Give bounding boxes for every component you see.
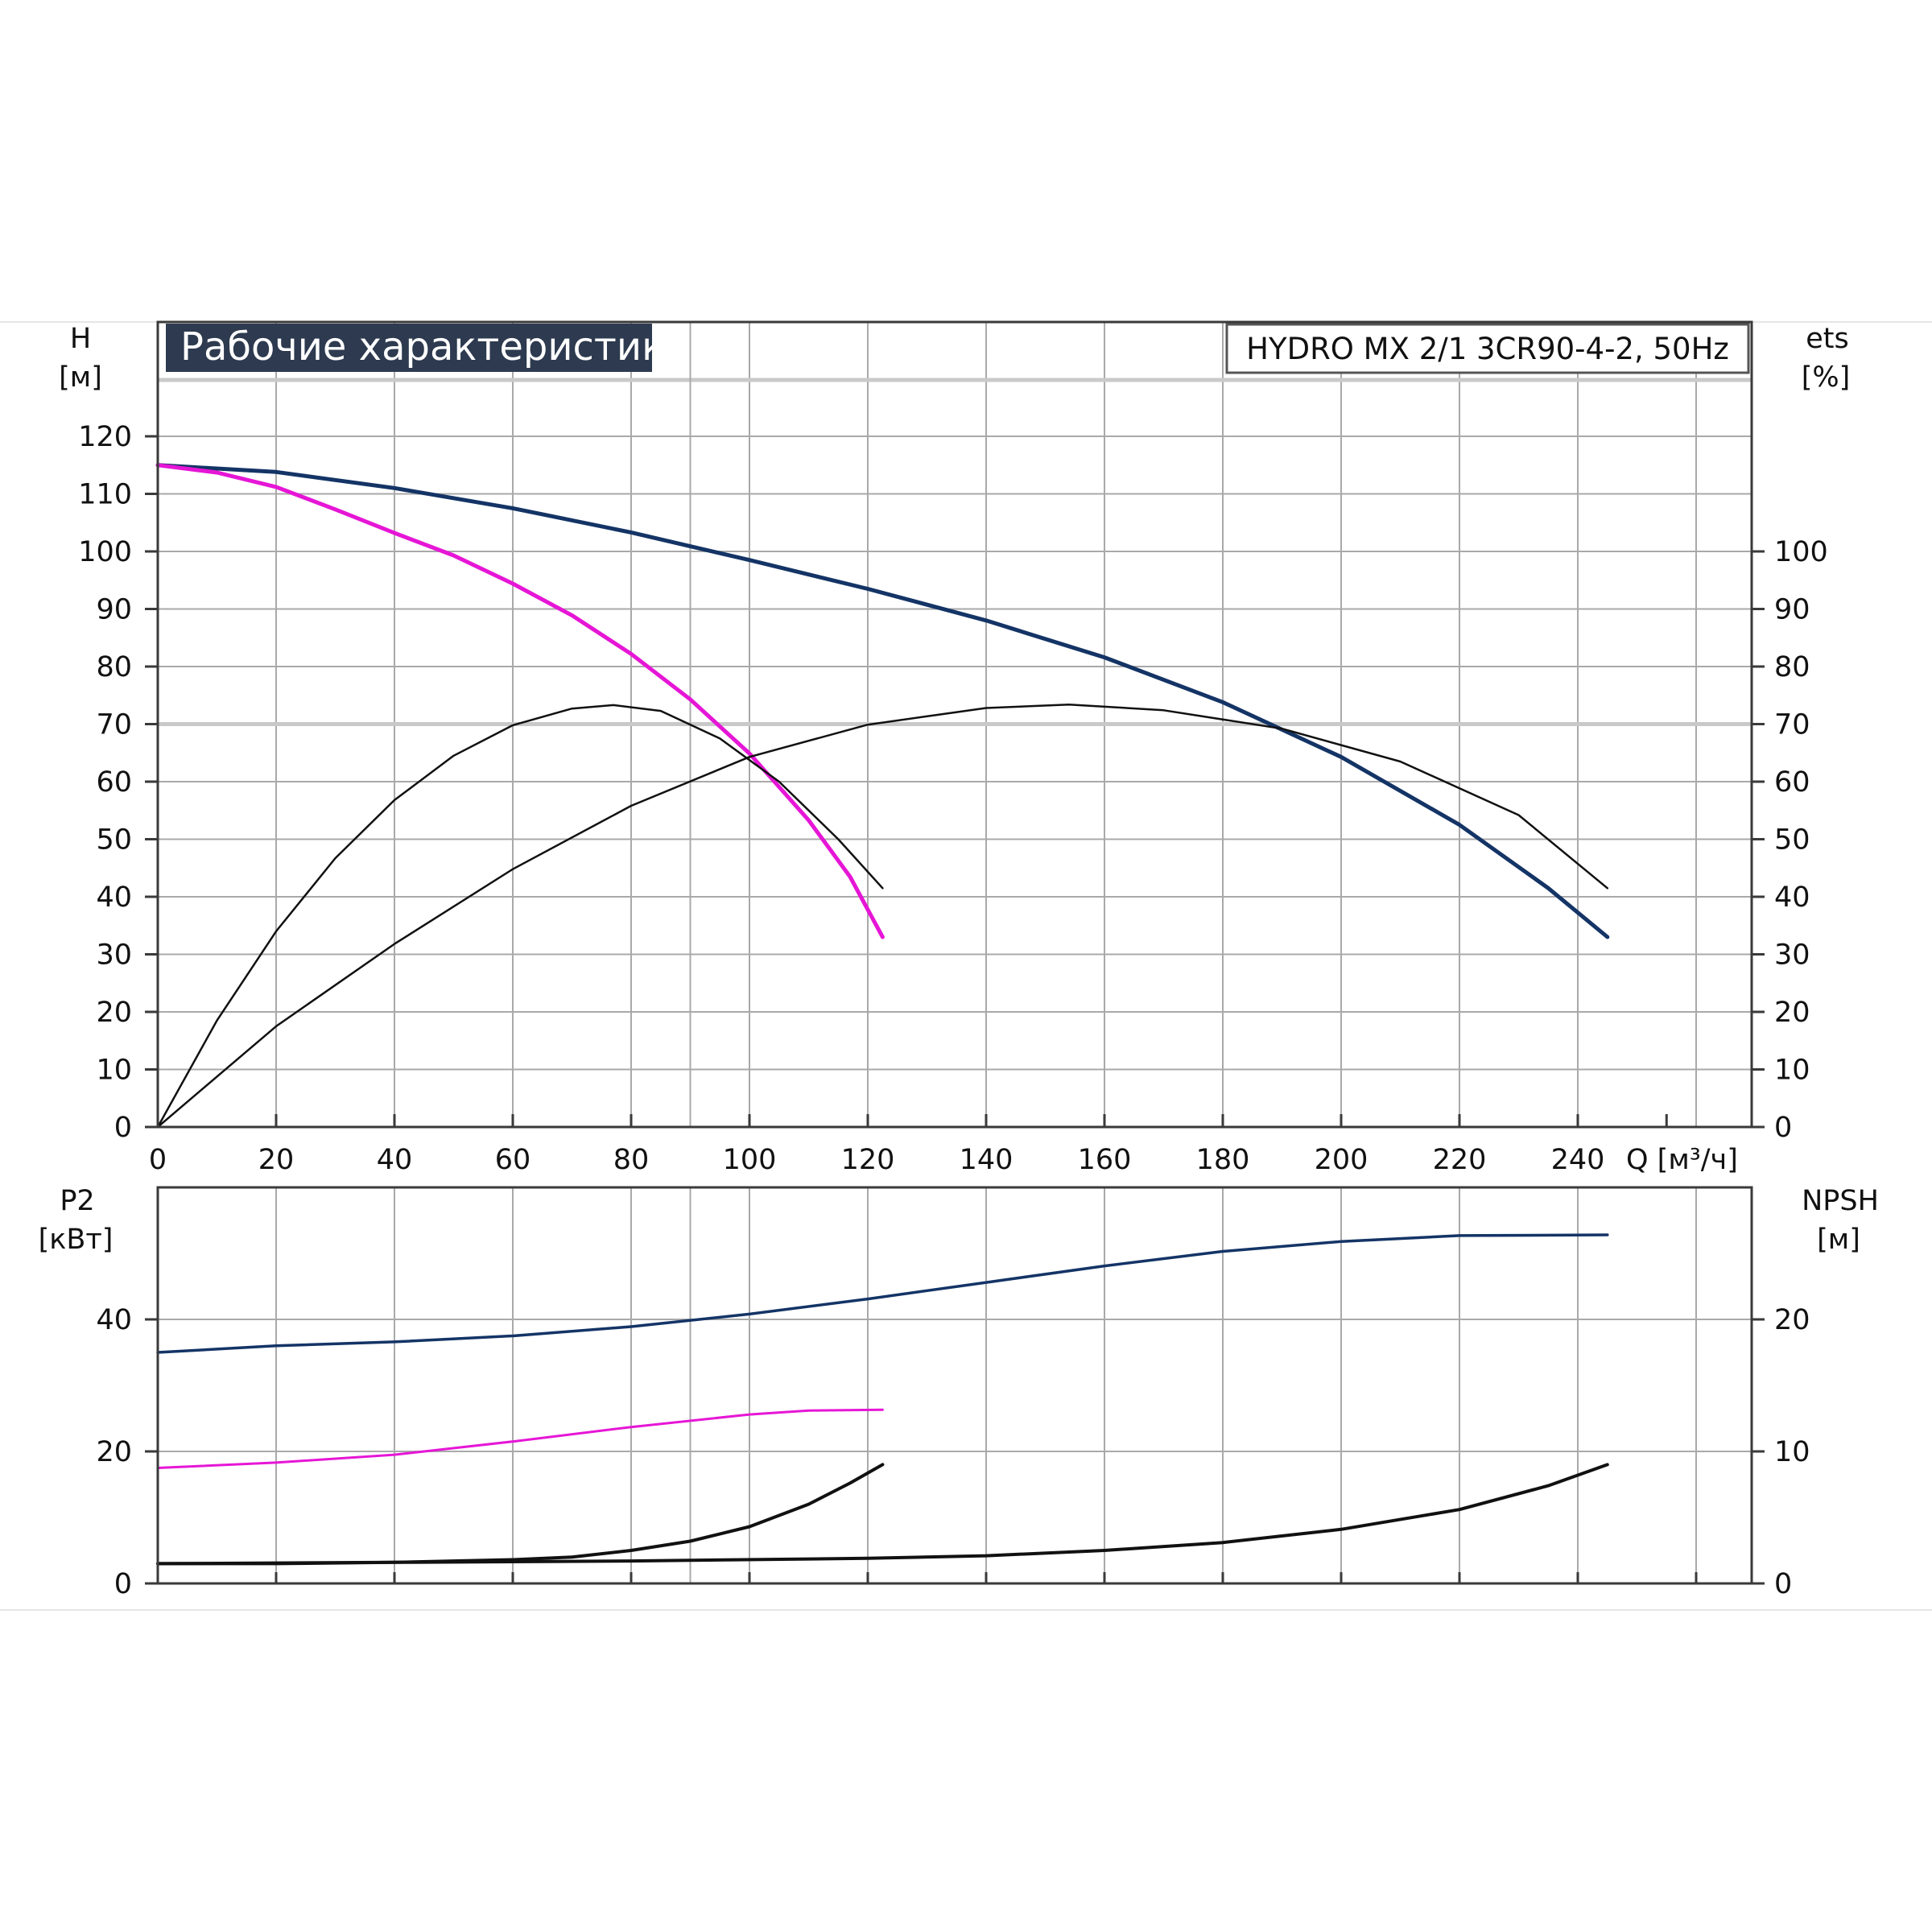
x-tick-label: 60 [495,1144,531,1176]
y-tick-label: 0 [114,1112,132,1144]
npsh-tick-label: 20 [1774,1304,1810,1336]
power-npsh-chart: 0 20 40 0 10 20 P2 [кВт] NPSH [м] [39,1185,1879,1600]
npsh-axis-label: NPSH [1802,1185,1879,1217]
efficiency-curve-full [156,703,1609,1129]
x-tick-label: 80 [613,1144,650,1176]
chart-title-box: Рабочие характеристики [166,324,690,372]
y-tick-label: 40 [96,881,132,914]
power-chart-grid [158,1187,1752,1583]
x-tick-label: 20 [258,1144,295,1176]
npsh-tick-label: 0 [1774,1568,1792,1600]
x-tick-label: 220 [1433,1144,1487,1176]
y2-axis-label: ets [1806,323,1849,355]
y2-tick-label: 30 [1774,939,1810,972]
y-axis-label: H [70,323,91,355]
power-chart-series [156,1233,1609,1566]
power-curve-full-speed [156,1233,1609,1354]
efficiency-curve-reduced [156,704,884,1129]
head-curve-full-speed [155,463,1610,939]
y-tick-label: 70 [96,709,132,741]
power-chart-frame [156,1186,1753,1585]
model-label-background [1225,323,1750,374]
npsh-curve-full [156,1463,1609,1566]
head-curve-reduced [155,463,885,939]
npsh-axis-unit: [м] [1817,1224,1860,1256]
x-tick-label: 140 [960,1144,1013,1176]
x-tick-label: 180 [1196,1144,1250,1176]
model-label-box: HYDRO MX 2/1 3CR90-4-2, 50Hz [1225,323,1750,374]
y2-tick-label: 90 [1774,594,1810,626]
power-chart-ticks: 0 20 40 0 10 20 [96,1304,1810,1600]
y2-tick-label: 20 [1774,997,1810,1029]
y-tick-label: 50 [96,824,132,857]
y2-tick-label: 40 [1774,881,1810,914]
y-tick-label: 60 [96,766,132,799]
head-chart-ticks: 0 20 40 60 80 100 120 140 160 180 200 220 2400102030… [78,421,1828,1176]
head-efficiency-chart: 0 20 40 60 80 100 120 140 160 180 200 220 2400102030… [59,320,1851,1176]
power-curve-reduced [156,1408,884,1469]
model-label: HYDRO MX 2/1 3CR90-4-2, 50Hz [1246,332,1729,366]
p2-axis-unit: [кВт] [39,1224,114,1256]
y2-axis-unit: [%] [1802,361,1851,394]
p2-axis-label: P2 [60,1185,94,1217]
y2-tick-label: 100 [1774,536,1828,568]
y-axis-unit: [м] [59,361,102,394]
y-tick-label: 110 [78,479,132,511]
x-tick-label: 160 [1078,1144,1132,1176]
chart-title-background [166,324,652,372]
npsh-curve-reduced [156,1463,885,1566]
y2-tick-label: 80 [1774,651,1810,683]
head-chart-grid [158,322,1752,1127]
y2-tick-label: 60 [1774,766,1810,799]
y2-tick-label: 70 [1774,709,1810,741]
x-axis-label: Q [м³/ч] [1626,1144,1738,1176]
x-tick-label: 100 [723,1144,777,1176]
npsh-tick-label: 10 [1774,1436,1810,1468]
x-tick-label: 200 [1315,1144,1368,1176]
y-tick-label: 20 [96,997,132,1029]
x-tick-label: 240 [1551,1144,1605,1176]
y-tick-label: 10 [96,1055,132,1087]
x-tick-label: 0 [149,1144,167,1176]
x-tick-label: 120 [841,1144,895,1176]
head-chart-series [155,463,1610,1129]
y-tick-label: 30 [96,939,132,972]
chart-title: Рабочие характеристики [180,324,690,369]
y2-tick-label: 0 [1774,1112,1792,1144]
p2-tick-label: 40 [96,1304,132,1336]
p2-tick-label: 20 [96,1436,132,1468]
y-tick-label: 90 [96,594,132,626]
y2-tick-label: 10 [1774,1055,1810,1087]
y-tick-label: 80 [96,651,132,683]
x-tick-label: 40 [377,1144,413,1176]
p2-tick-label: 0 [114,1568,132,1600]
y-tick-label: 100 [78,536,132,568]
y2-tick-label: 50 [1774,824,1810,857]
y-tick-label: 120 [78,421,132,453]
